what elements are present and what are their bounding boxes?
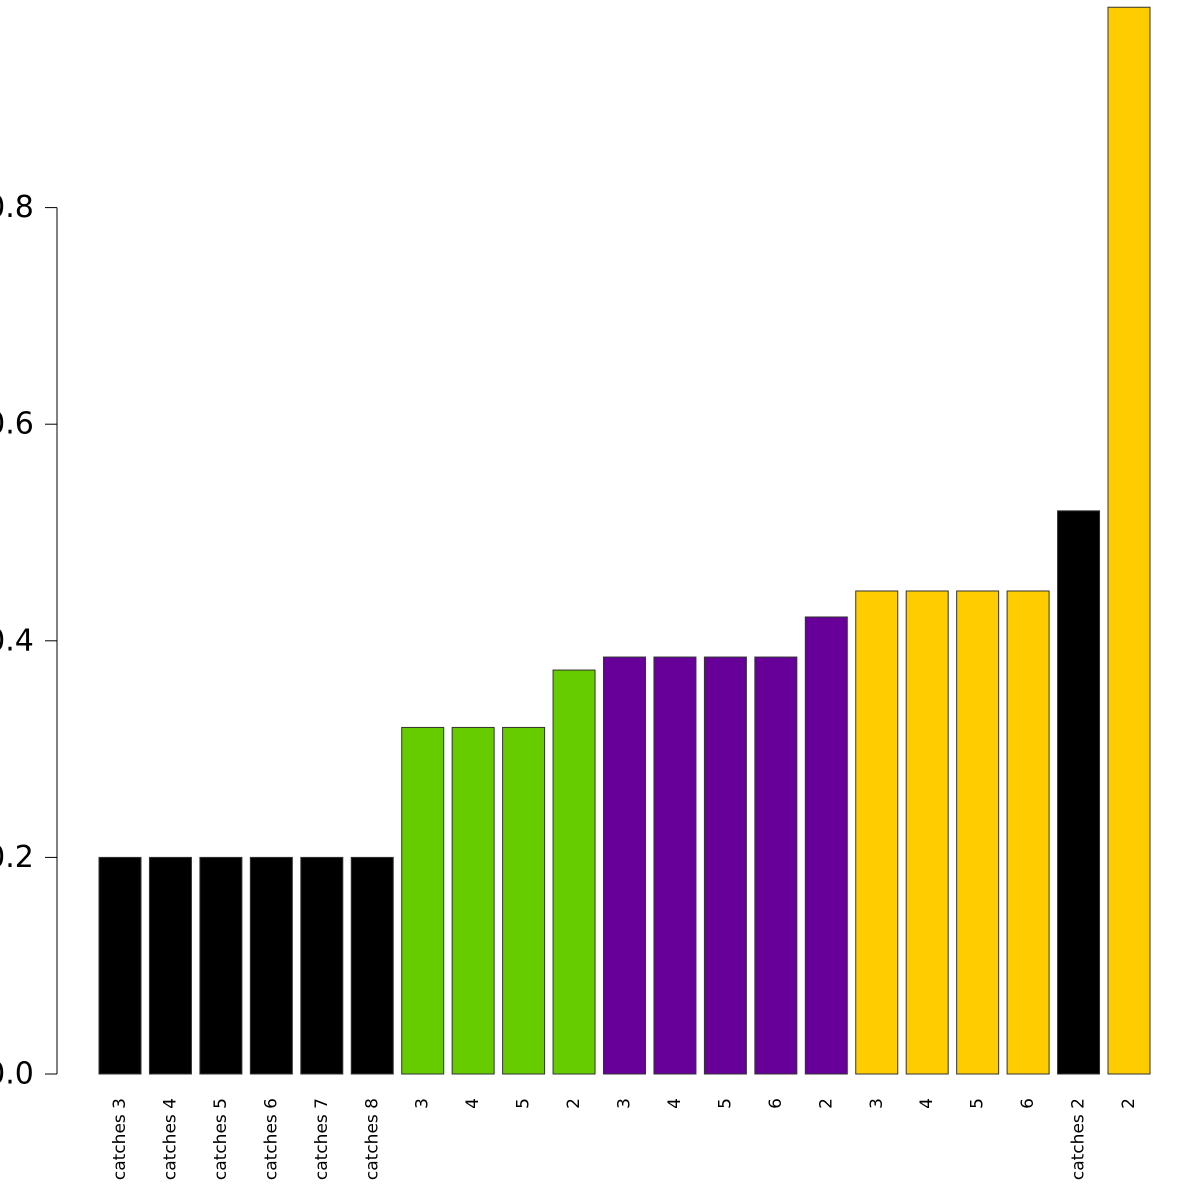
x-tick-label: 3 [867,1098,887,1109]
bar [199,856,243,1075]
x-tick-label: 2 [816,1098,836,1109]
y-tick-label: 0.2 [0,840,34,875]
x-tick-label: catches 2 [1069,1098,1089,1180]
bars [98,6,1151,1075]
x-tick-label: 6 [1018,1098,1038,1109]
bar [300,856,344,1075]
bar [653,656,697,1075]
bar [350,856,394,1075]
x-tick-label: 5 [715,1098,735,1109]
bar [855,590,899,1075]
bar [148,856,192,1075]
y-tick-label: 0.8 [0,190,34,225]
x-tick-label: 3 [615,1098,635,1109]
bar [754,656,798,1075]
x-tick-label: catches 5 [211,1098,231,1180]
x-tick-label: catches 4 [160,1098,180,1180]
x-tick-label: 6 [766,1098,786,1109]
x-tick-label: 2 [564,1098,584,1109]
y-tick-label: 0.0 [0,1057,34,1092]
bar [905,590,949,1075]
bar [98,856,142,1075]
x-tick-label: catches 6 [261,1098,281,1180]
bar [603,656,646,1075]
x-tick-label: 4 [463,1098,483,1109]
bar [249,856,293,1075]
y-axis: 0.0 0.2 0.4 0.6 0.8 [0,190,58,1092]
x-tick-label: 4 [665,1098,685,1109]
bar [1057,510,1101,1075]
bar [1006,590,1050,1075]
bar [451,726,495,1075]
bar [1107,6,1151,1075]
x-tick-label: 5 [514,1098,534,1109]
x-tick-label: catches 3 [110,1098,130,1180]
x-tick-label: catches 7 [312,1098,332,1180]
bar [401,726,445,1075]
x-tick-label: catches 8 [362,1098,382,1180]
y-tick-label: 0.4 [0,623,34,658]
bar [703,656,747,1075]
y-tick-label: 0.6 [0,407,34,442]
bar [552,669,596,1075]
x-tick-label: 4 [917,1098,937,1109]
bar [956,590,1000,1075]
x-tick-label: 2 [1119,1098,1139,1109]
x-axis-labels: catches 3 catches 4 catches 5 catches 6 catc… [110,1098,1139,1180]
x-tick-label: 3 [413,1098,433,1109]
x-tick-label: 5 [968,1098,988,1109]
bar [804,616,848,1075]
bar [502,726,546,1075]
